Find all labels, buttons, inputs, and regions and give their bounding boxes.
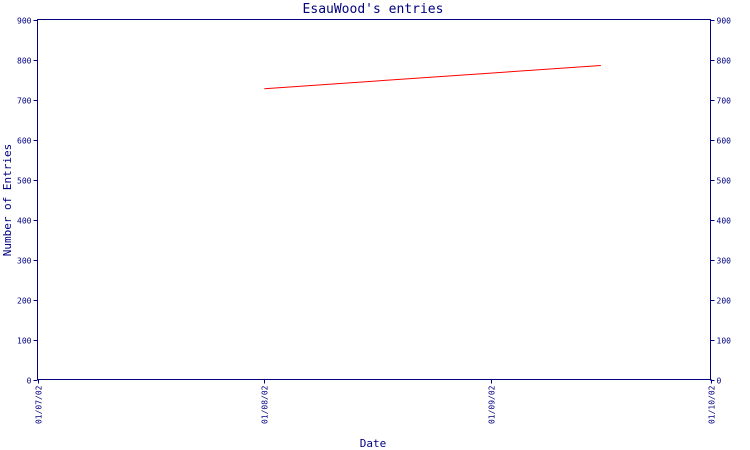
y-tick-right-label: 300	[717, 257, 732, 266]
y-tick-left-label: 700	[17, 97, 32, 106]
y-tick-right-label: 400	[717, 217, 732, 226]
y-tick-left-label: 500	[17, 177, 32, 186]
chart-title: EsauWood's entries	[303, 2, 444, 17]
y-tick-right-label: 900	[717, 17, 732, 26]
x-tick-label: 01/08/02	[261, 385, 270, 424]
x-axis-title: Date	[360, 437, 387, 450]
y-tick-left-label: 900	[17, 17, 32, 26]
y-tick-left-label: 300	[17, 257, 32, 266]
series-line	[264, 65, 601, 90]
plot-area-frame	[37, 19, 711, 380]
x-tick-label: 01/09/02	[488, 385, 497, 424]
y-tick-left-label: 600	[17, 137, 32, 146]
y-tick-right-label: 700	[717, 97, 732, 106]
y-tick-left-label: 200	[17, 297, 32, 306]
y-tick-right-label: 200	[717, 297, 732, 306]
y-axis-title: Number of Entries	[1, 144, 14, 257]
x-tick-label: 01/10/02	[708, 385, 717, 424]
y-axis-left-ticks: 0 100 200 300 400 500 600 700 800 900	[17, 17, 38, 386]
y-tick-right-label: 600	[717, 137, 732, 146]
y-tick-right-label: 100	[717, 337, 732, 346]
y-tick-right-label: 500	[717, 177, 732, 186]
y-tick-right-label: 800	[717, 57, 732, 66]
y-tick-left-label: 800	[17, 57, 32, 66]
x-tick-label: 01/07/02	[35, 385, 44, 424]
y-tick-left-label: 400	[17, 217, 32, 226]
y-tick-left-label: 100	[17, 337, 32, 346]
y-axis-right-ticks: 0 100 200 300 400 500 600 700 800 900	[710, 17, 732, 386]
y-tick-left-label: 0	[27, 377, 32, 386]
series-layer	[264, 65, 601, 90]
x-axis-ticks: 01/07/02 01/08/02 01/09/02 01/10/02	[35, 379, 717, 424]
y-tick-right-label: 0	[717, 377, 722, 386]
